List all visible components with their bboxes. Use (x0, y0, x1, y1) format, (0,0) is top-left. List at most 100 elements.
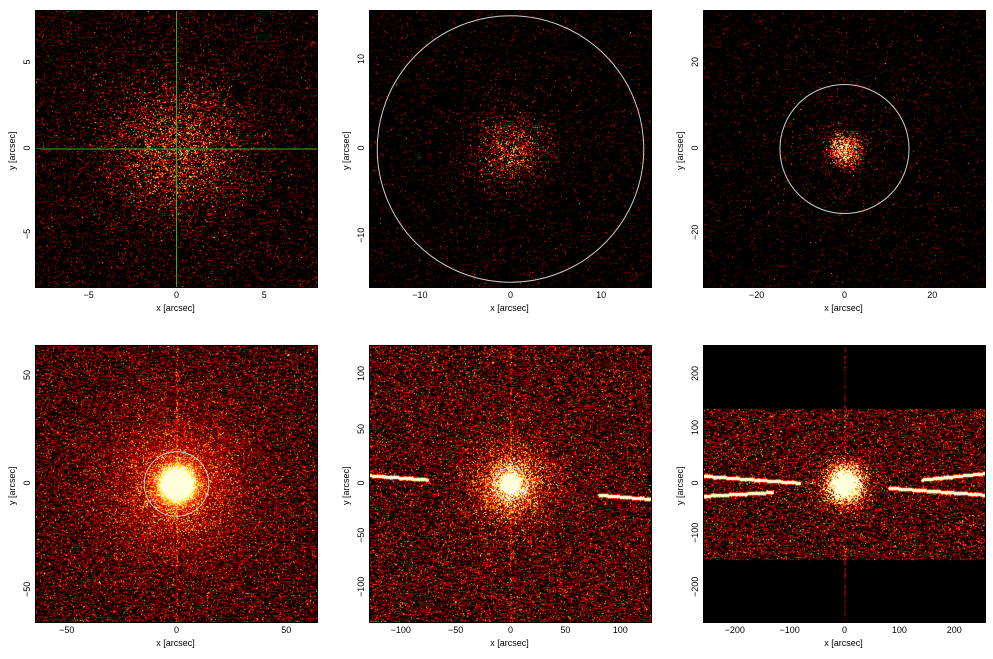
y-tick-label: −5 (22, 229, 32, 240)
overlay-2 (376, 15, 645, 283)
x-tick (844, 619, 846, 623)
x-tick-label: −200 (724, 625, 745, 635)
y-tick (704, 537, 708, 539)
y-axis-label: y [arcsec] (7, 466, 17, 505)
y-tick (36, 235, 40, 237)
x-tick-label: −50 (59, 625, 75, 635)
y-tick-label: 5 (22, 59, 32, 65)
x-tick (88, 284, 90, 288)
x-tick (954, 619, 956, 623)
y-tick-label: −100 (690, 522, 700, 543)
x-tick-label: 100 (891, 625, 907, 635)
y-tick (370, 238, 374, 240)
x-tick (286, 619, 288, 623)
x-tick-label: 0 (173, 290, 180, 300)
photon-image-6 (704, 346, 985, 622)
x-tick (932, 284, 934, 288)
x-tick-label: −50 (447, 625, 464, 635)
x-tick (899, 619, 901, 623)
y-tick (36, 484, 40, 485)
y-tick (370, 430, 374, 432)
y-tick (370, 537, 374, 539)
x-tick-label: −10 (412, 290, 428, 300)
image-panel-4 (35, 345, 318, 623)
y-tick (370, 591, 374, 593)
photon-image-5 (370, 346, 651, 622)
x-axis-label: x [arcsec] (156, 303, 195, 313)
x-tick-label: 0 (173, 625, 180, 635)
x-tick-label: 50 (560, 625, 571, 635)
y-tick (704, 484, 708, 485)
x-tick (400, 619, 402, 623)
y-tick-label: −50 (22, 581, 32, 597)
x-tick (789, 619, 791, 623)
x-tick-label: −5 (83, 290, 94, 300)
x-tick (510, 619, 512, 623)
x-tick-label: 10 (596, 290, 607, 300)
y-tick (704, 235, 708, 237)
x-tick (565, 619, 567, 623)
y-axis-label: y [arcsec] (675, 131, 685, 170)
y-tick-label: −50 (356, 527, 366, 543)
y-tick (370, 376, 374, 378)
y-tick (704, 376, 708, 378)
y-tick (36, 376, 40, 378)
y-tick (704, 62, 708, 64)
x-tick-label: −100 (390, 625, 411, 635)
x-tick (601, 284, 603, 288)
x-tick (455, 619, 457, 623)
overlay-4 (143, 451, 210, 517)
y-axis-label: y [arcsec] (341, 466, 351, 505)
y-tick (370, 59, 374, 61)
x-axis-label: x [arcsec] (490, 303, 529, 313)
image-panel-2 (369, 10, 652, 288)
y-tick-label: 0 (356, 480, 366, 486)
x-tick (176, 284, 178, 288)
y-tick (36, 591, 40, 593)
y-tick-label: 100 (356, 366, 366, 382)
x-tick (734, 619, 736, 623)
x-tick-label: −100 (779, 625, 800, 635)
x-axis-label: x [arcsec] (156, 638, 195, 648)
x-tick-label: 20 (927, 290, 938, 300)
x-tick-label: 100 (612, 625, 628, 635)
x-tick (66, 619, 68, 623)
x-tick-label: 0 (841, 625, 848, 635)
x-tick-label: 0 (841, 290, 848, 300)
x-tick-label: 0 (507, 290, 514, 300)
x-tick (419, 284, 421, 288)
image-panel-5 (369, 345, 652, 623)
image-panel-1 (35, 10, 318, 288)
y-tick (704, 149, 708, 150)
x-tick (264, 284, 266, 288)
y-tick (36, 62, 40, 64)
x-tick (510, 284, 512, 288)
overlay-6 (704, 346, 985, 622)
overlay-5 (493, 467, 528, 501)
y-tick-label: 0 (22, 145, 32, 151)
y-tick (370, 149, 374, 150)
x-tick (756, 284, 758, 288)
x-axis-label: x [arcsec] (490, 638, 529, 648)
y-tick (370, 484, 374, 485)
x-tick (176, 619, 178, 623)
overlay-1 (36, 11, 317, 287)
y-tick (704, 591, 708, 593)
photon-image-3 (704, 11, 985, 287)
y-tick-label: 0 (690, 145, 700, 151)
x-tick-label: −20 (749, 290, 765, 300)
photon-image-4 (36, 346, 317, 622)
aperture-circle (376, 15, 645, 283)
y-tick-label: 0 (22, 480, 32, 486)
photon-image-2 (370, 11, 651, 287)
x-tick (844, 284, 846, 288)
y-tick-label: 20 (690, 56, 700, 67)
overlay-3 (779, 83, 910, 215)
y-axis-label: y [arcsec] (7, 131, 17, 170)
y-tick-label: −20 (690, 224, 700, 241)
y-tick-label: −200 (690, 576, 700, 597)
y-tick (704, 430, 708, 432)
y-axis-label: y [arcsec] (675, 466, 685, 505)
x-axis-label: x [arcsec] (824, 303, 863, 313)
y-tick (36, 149, 40, 150)
